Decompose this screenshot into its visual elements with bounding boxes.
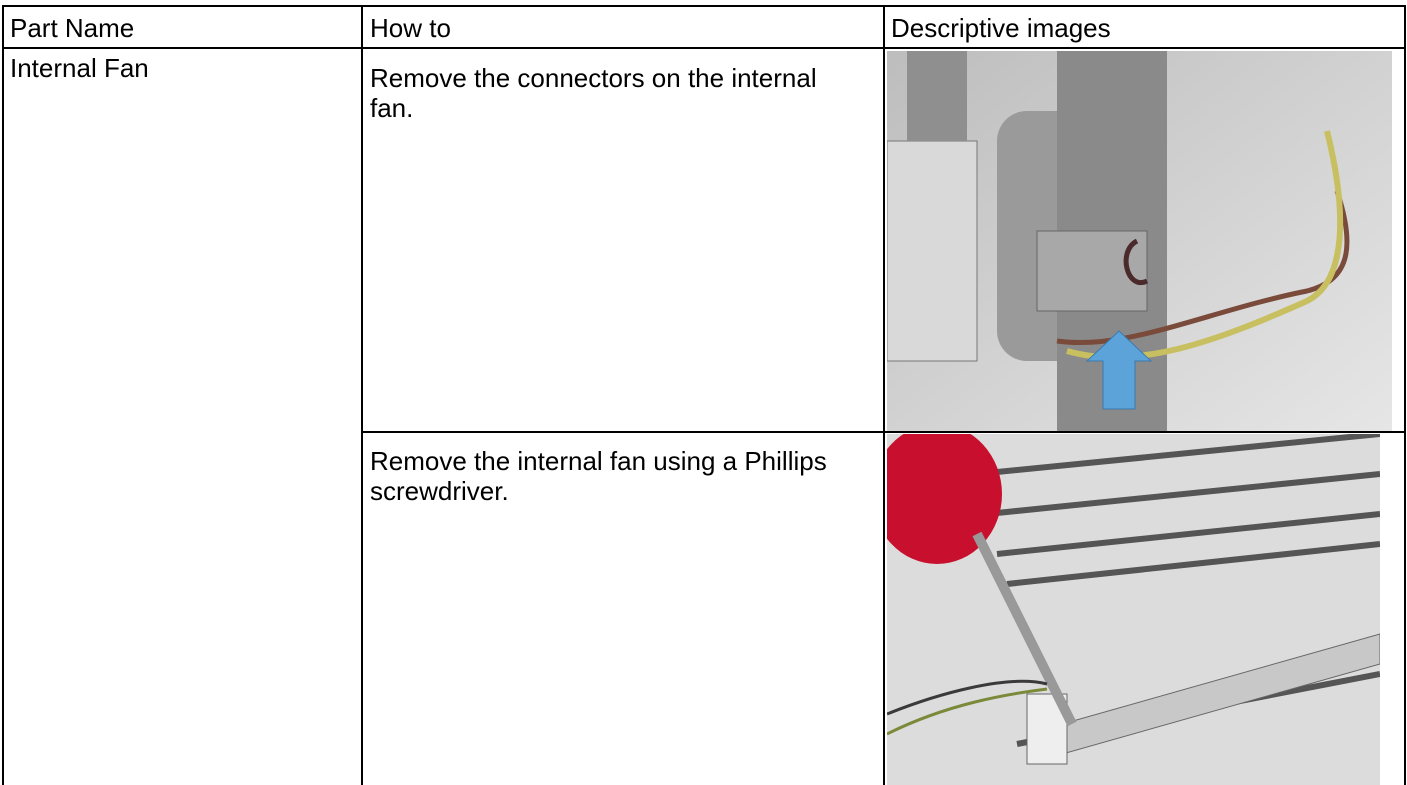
border	[2, 5, 4, 785]
step-text: Remove the internal fan using a Phillips…	[370, 446, 827, 506]
part-name: Internal Fan	[10, 53, 149, 83]
border	[2, 5, 1406, 7]
header-cell: How to	[370, 13, 451, 43]
border	[1404, 5, 1406, 785]
border	[2, 47, 1406, 49]
header-cell: Descriptive images	[891, 13, 1111, 43]
photo	[887, 51, 1392, 431]
border	[883, 5, 885, 785]
border	[361, 5, 363, 785]
header-cell: Part Name	[10, 13, 135, 43]
step-text: Remove the connectors on the internal fa…	[370, 63, 817, 123]
photo	[887, 434, 1380, 785]
